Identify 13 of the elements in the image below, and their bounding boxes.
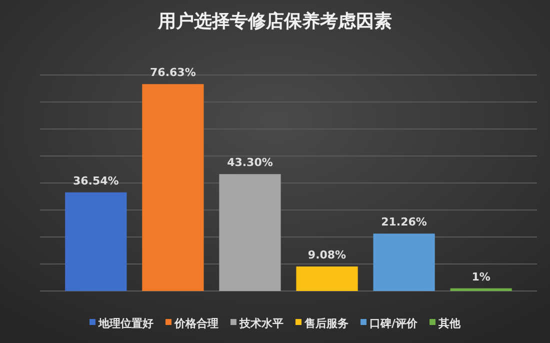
data-label: 9.08%	[308, 248, 346, 262]
data-label: 21.26%	[381, 216, 427, 229]
data-label: 43.30%	[227, 156, 273, 170]
legend-label: 其他	[438, 317, 462, 330]
legend-label: 口碑/评价	[369, 317, 418, 330]
legend-label: 技术水平	[238, 317, 284, 330]
legend-label: 价格合理	[173, 317, 218, 330]
legend-label: 售后服务	[303, 317, 348, 330]
chart-title: 用户选择专修店保养考虑因素	[157, 11, 392, 32]
data-label: 36.54%	[73, 174, 119, 188]
data-label: 1%	[472, 270, 490, 284]
legend-label: 地理位置好	[97, 317, 154, 330]
data-label: 76.63%	[150, 66, 196, 80]
